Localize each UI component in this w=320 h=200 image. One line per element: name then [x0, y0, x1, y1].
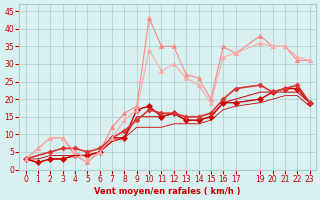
X-axis label: Vent moyen/en rafales ( km/h ): Vent moyen/en rafales ( km/h ) — [94, 187, 241, 196]
